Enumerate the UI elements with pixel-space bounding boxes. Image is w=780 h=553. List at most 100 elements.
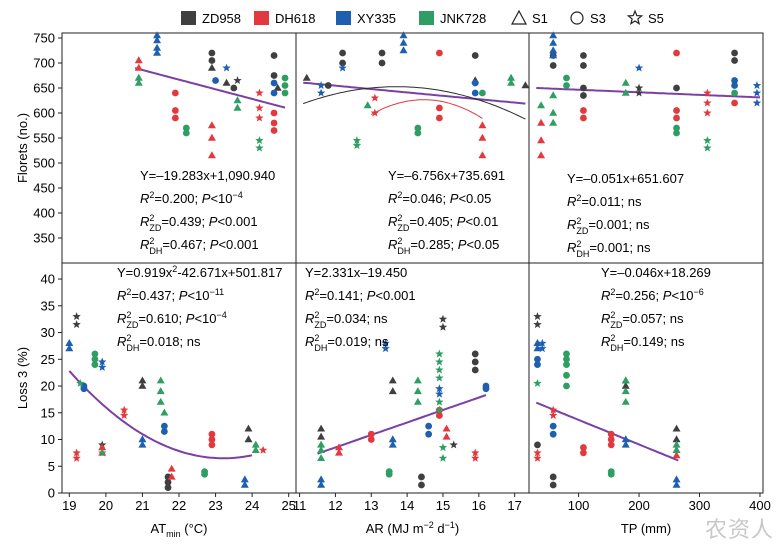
- data-point-xy335-s5: [435, 389, 444, 398]
- data-point-jnk728-s3: [91, 350, 99, 358]
- data-point-xy335-s1: [65, 344, 74, 352]
- data-point-zd958-s1: [244, 424, 253, 432]
- x-tick-label: 200: [628, 498, 650, 513]
- data-point-jnk728-s5: [435, 405, 444, 414]
- data-point-zd958-s3: [418, 481, 425, 489]
- data-point-dh618-s3: [435, 49, 443, 57]
- x-tick-label: 23: [208, 498, 222, 513]
- data-point-jnk728-s1: [621, 387, 630, 395]
- data-point-zd958-s3: [549, 481, 557, 489]
- data-point-jnk728-s3: [182, 129, 190, 137]
- data-point-dh618-s1: [98, 443, 107, 451]
- data-point-jnk728-s3: [673, 124, 680, 132]
- legend-swatch-dh618: [254, 11, 269, 25]
- legend-stage-label: S3: [590, 11, 606, 26]
- data-point-jnk728-s1: [621, 397, 630, 405]
- data-point-xy335-s1: [549, 46, 558, 54]
- data-point-xy335-s1: [240, 480, 249, 488]
- data-point-dh618-s3: [673, 114, 680, 122]
- y-tick-label: 600: [33, 106, 55, 121]
- data-point-jnk728-s3: [607, 470, 615, 478]
- data-point-dh618-s5: [258, 445, 268, 454]
- data-point-xy335-s5: [381, 338, 390, 347]
- data-point-jnk728-s3: [281, 74, 289, 82]
- data-point-jnk728-s1: [251, 440, 260, 448]
- y-tick-label: 35: [41, 298, 55, 313]
- data-point-dh618-s3: [673, 49, 680, 57]
- fit-line-1: [68, 370, 253, 460]
- data-point-zd958-s3: [549, 473, 557, 481]
- data-point-dh618-s1: [537, 136, 546, 144]
- data-point-dh618-s5: [549, 405, 558, 414]
- equation-line-3: R2 ZD=0.034; ns: [305, 310, 388, 330]
- y-tick-label: 30: [41, 325, 55, 340]
- fit-line-1: [134, 67, 286, 109]
- data-point-dh618-s1: [537, 118, 546, 126]
- data-point-dh618-s3: [731, 99, 738, 107]
- equation-line-4: R2 DH=0.467; P<0.001: [140, 236, 259, 256]
- data-point-zd958-s1: [388, 387, 397, 395]
- data-point-zd958-s3: [673, 84, 680, 92]
- data-point-jnk728-s5: [703, 143, 712, 152]
- data-point-xy335-s1: [388, 440, 397, 448]
- data-point-xy335-s1: [388, 435, 397, 443]
- data-point-xy335-s1: [549, 38, 558, 46]
- y-tick-label: 650: [33, 81, 55, 96]
- data-point-zd958-s5: [634, 88, 644, 97]
- data-point-xy335-s5: [316, 88, 326, 97]
- equation-line-3: R2 ZD=0.057; ns: [601, 310, 684, 330]
- data-point-zd958-s3: [471, 358, 479, 366]
- data-point-zd958-s1: [138, 376, 147, 384]
- legend-label-zd958: ZD958: [202, 11, 241, 26]
- fit-line-2: [303, 86, 526, 120]
- data-point-dh618-s1: [134, 56, 143, 64]
- data-point-xy335-s3: [731, 77, 738, 84]
- data-point-dh618-s3: [607, 430, 615, 438]
- equation-line-3: R2 ZD=0.610; P<10−4: [117, 310, 227, 330]
- watermark-text: 农资人: [704, 518, 774, 543]
- legend-label-jnk728: JNK728: [440, 11, 486, 26]
- legend-swatch-xy335: [336, 11, 351, 25]
- equation-line-4: R2 DH=0.149; ns: [601, 333, 685, 353]
- data-point-dh618-s1: [478, 121, 487, 129]
- circle-icon: [570, 11, 584, 25]
- data-point-xy335-s1: [317, 475, 326, 483]
- data-point-jnk728-s3: [414, 124, 422, 132]
- data-point-zd958-s3: [208, 57, 216, 64]
- equation-line-4: R2 DH=0.285; P<0.05: [388, 236, 499, 256]
- data-point-jnk728-s3: [563, 82, 570, 89]
- data-point-jnk728-s1: [413, 376, 422, 384]
- data-point-jnk728-s1: [317, 440, 326, 448]
- y-tick-label: 500: [33, 156, 55, 171]
- data-point-zd958-s3: [339, 49, 346, 57]
- data-point-jnk728-s1: [156, 397, 165, 405]
- y-tick-label: 700: [33, 56, 55, 71]
- data-point-jnk728-s1: [317, 454, 326, 461]
- data-point-zd958-s5: [533, 312, 542, 321]
- data-point-jnk728-s1: [672, 440, 681, 448]
- data-point-xy335-s5: [338, 63, 347, 72]
- data-point-dh618-s1: [478, 133, 487, 141]
- data-point-xy335-s3: [471, 79, 479, 87]
- data-point-zd958-s3: [270, 52, 278, 59]
- data-point-dh618-s5: [703, 98, 712, 107]
- data-point-dh618-s3: [208, 441, 216, 449]
- data-point-xy335-s1: [533, 339, 542, 346]
- data-point-dh618-s3: [435, 412, 443, 419]
- y-tick-label: 350: [33, 231, 55, 246]
- data-point-jnk728-s3: [91, 355, 99, 363]
- data-point-xy335-s3: [549, 422, 557, 430]
- data-point-zd958-s5: [438, 314, 448, 323]
- data-point-jnk728-s1: [134, 78, 143, 86]
- data-point-xy335-s5: [538, 344, 547, 353]
- data-point-jnk728-s5: [352, 141, 362, 150]
- data-point-xy335-s3: [160, 422, 168, 430]
- data-point-xy335-s1: [240, 475, 249, 483]
- data-point-xy335-s3: [534, 361, 541, 369]
- data-point-dh618-s1: [478, 151, 487, 159]
- equation-line-3: R2 ZD=0.405; P<0.01: [388, 213, 498, 233]
- x-tick-label: 300: [689, 498, 711, 513]
- y-tick-label: 40: [41, 272, 55, 287]
- panel-top-right: Y=–0.051x+651.607 R2=0.011; ns R2 ZD=0.001;…: [528, 31, 764, 264]
- data-point-zd958-s3: [471, 366, 479, 374]
